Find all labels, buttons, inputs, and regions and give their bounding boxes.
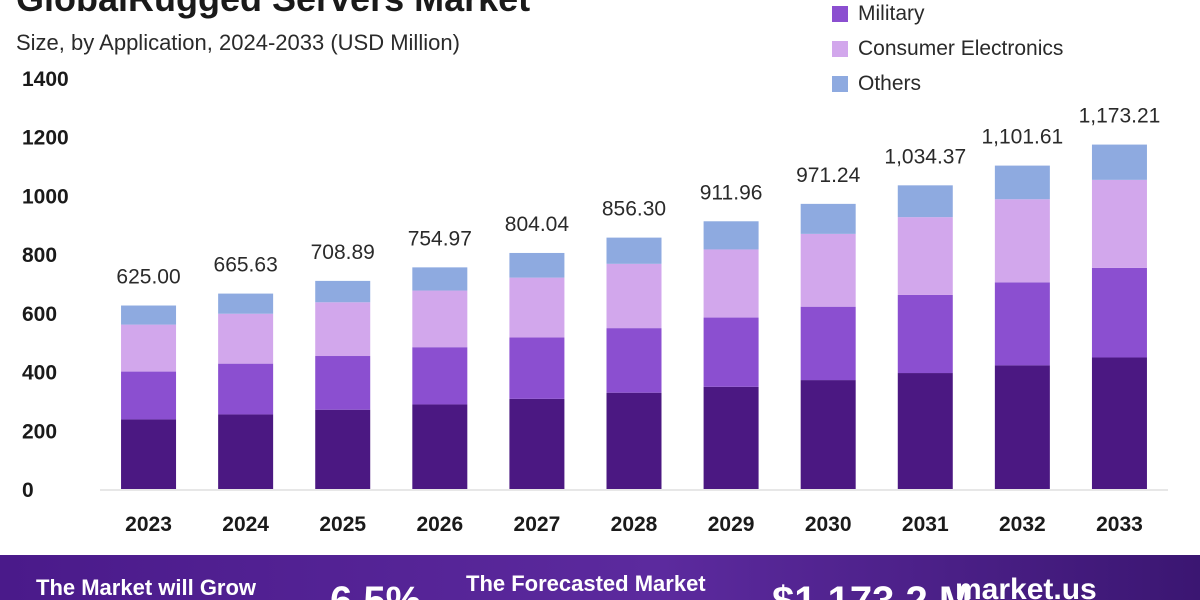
bar-segment <box>315 302 371 357</box>
legend-item-consumer-electronics: Consumer Electronics <box>832 31 1063 66</box>
legend-swatch-military <box>832 5 848 22</box>
footer-brand-logo: market.us <box>955 573 1097 600</box>
bar-segment <box>800 233 856 307</box>
bar-segment <box>412 404 468 489</box>
footer-cagr-value: 6.5% <box>330 579 421 600</box>
bar-segment <box>606 328 662 393</box>
chart-subtitle: Size, by Application, 2024-2033 (USD Mil… <box>16 30 460 55</box>
bar-segment <box>121 324 177 372</box>
footer-forecast-value: $1,173.2 M <box>772 579 972 600</box>
bar-segment <box>1091 357 1147 489</box>
x-tick-label: 2032 <box>999 513 1046 536</box>
legend-label-others: Others <box>858 71 922 95</box>
bar-total-label: 856.30 <box>602 198 666 221</box>
bar-segment <box>897 217 953 295</box>
footer-forecast-text: The Forecasted Market <box>466 571 706 596</box>
legend-label-consumer-electronics: Consumer Electronics <box>858 36 1064 60</box>
legend-label-military: Military <box>858 1 925 25</box>
bar-segment <box>606 263 662 329</box>
y-tick-label: 1400 <box>22 68 69 91</box>
y-tick-label: 1000 <box>22 185 69 208</box>
bar-total-label: 754.97 <box>408 227 472 250</box>
bar-segment <box>994 365 1050 489</box>
bar-segment <box>994 165 1050 200</box>
x-tick-label: 2024 <box>222 513 269 536</box>
bar-segment <box>315 280 371 303</box>
legend-item-others: Others <box>832 66 1063 101</box>
bar-segment <box>218 414 274 489</box>
bar-segment <box>315 356 371 410</box>
x-tick-label: 2026 <box>416 513 463 536</box>
bar-segment <box>897 373 953 489</box>
y-tick-label: 800 <box>22 244 57 267</box>
x-tick-label: 2030 <box>805 513 852 536</box>
bar-segment <box>606 392 662 489</box>
page-title: GlobalRugged Servers Market <box>16 0 530 20</box>
bar-segment <box>121 371 177 420</box>
bar-segment <box>509 252 565 278</box>
bar-segment <box>315 409 371 489</box>
footer-banner: The Market will Grow 6.5% The Forecasted… <box>0 555 1200 600</box>
bar-segment <box>412 347 468 405</box>
bar-segment <box>800 203 856 234</box>
bar-total-label: 804.04 <box>505 213 570 236</box>
chart-legend: Military Consumer Electronics Others <box>832 0 1063 101</box>
bar-segment <box>509 277 565 338</box>
bar-segment <box>1091 144 1147 180</box>
legend-swatch-consumer-electronics <box>832 40 848 57</box>
legend-swatch-others <box>832 75 848 92</box>
y-tick-label: 600 <box>22 303 57 326</box>
bar-segment <box>606 237 662 264</box>
bar-total-label: 665.63 <box>214 254 278 277</box>
y-tick-label: 400 <box>22 362 57 385</box>
bar-segment <box>994 282 1050 366</box>
bar-segment <box>1091 267 1147 358</box>
stacked-bar-chart: 0 200 400 600 800 1000 1200 1400 625.00 2023 665.6… <box>22 68 1168 536</box>
x-tick-label: 2025 <box>319 513 366 536</box>
footer-grow-text: The Market will Grow <box>36 575 257 600</box>
x-tick-label: 2028 <box>611 513 658 536</box>
x-tick-label: 2031 <box>902 513 949 536</box>
bar-segment <box>509 398 565 489</box>
x-tick-label: 2023 <box>125 513 172 536</box>
bar-total-label: 1,101.61 <box>981 126 1063 149</box>
x-tick-label: 2033 <box>1096 513 1143 536</box>
bar-total-label: 708.89 <box>311 241 375 264</box>
bar-segment <box>800 306 856 381</box>
bar-segment <box>121 305 177 325</box>
bar-segment <box>218 293 274 314</box>
bar-segment <box>703 221 759 250</box>
bar-total-label: 911.96 <box>700 181 763 204</box>
bar-total-label: 1,173.21 <box>1079 105 1161 128</box>
bar-segment <box>1091 179 1147 268</box>
bar-total-label: 625.00 <box>116 266 180 289</box>
bar-segment <box>703 249 759 318</box>
bar-segment <box>412 267 468 291</box>
y-tick-label: 0 <box>22 479 34 502</box>
bar-segment <box>509 337 565 399</box>
bar-segment <box>412 290 468 348</box>
bar-segment <box>897 294 953 374</box>
bar-segment <box>121 419 177 489</box>
bar-segment <box>218 363 274 415</box>
x-tick-label: 2027 <box>514 513 561 536</box>
legend-item-military: Military <box>832 0 1063 31</box>
bar-total-label: 1,034.37 <box>884 145 966 168</box>
y-tick-label: 200 <box>22 420 57 443</box>
bar-segment <box>994 199 1050 283</box>
x-tick-label: 2029 <box>708 513 755 536</box>
bar-total-label: 971.24 <box>796 164 861 187</box>
bar-segment <box>703 317 759 387</box>
bar-segment <box>897 185 953 218</box>
y-tick-label: 1200 <box>22 127 69 150</box>
bar-segment <box>218 313 274 364</box>
bar-segment <box>703 386 759 489</box>
bar-segment <box>800 380 856 489</box>
